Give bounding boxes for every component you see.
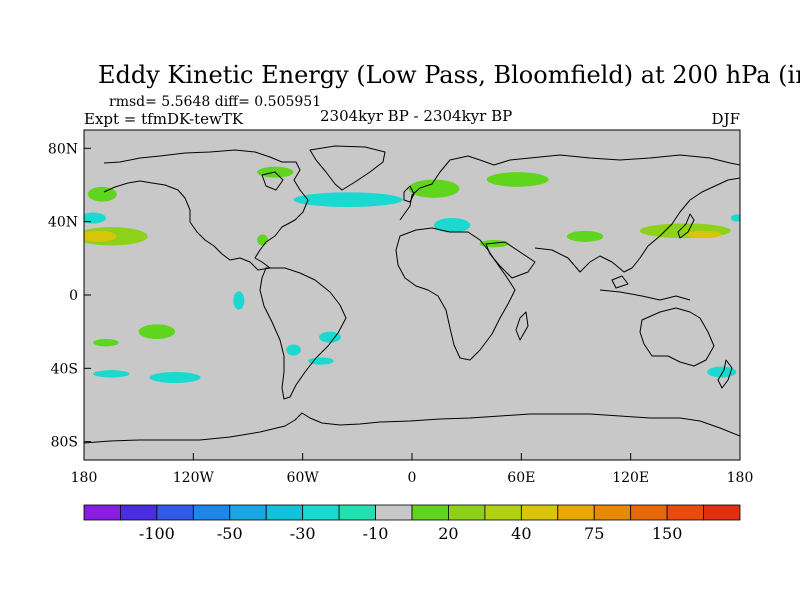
hudson-bay-coast: [261, 171, 284, 191]
colorbar-box: [557, 504, 595, 521]
colorbar-box: [156, 504, 194, 521]
x-tick-label: 180: [727, 470, 754, 486]
indonesia-coast: [599, 275, 691, 301]
x-axis: 180 120W 60W 0 60E 120E 180: [71, 453, 754, 486]
colorbar-label: 150: [652, 524, 683, 543]
colorbar-label: -30: [290, 524, 316, 543]
colorbar-box: [229, 504, 267, 521]
anomaly-region-n-atlantic-neg: [293, 192, 403, 208]
coastlines: [84, 145, 740, 444]
colorbar-label: 20: [438, 524, 458, 543]
colorbar-label: -10: [363, 524, 389, 543]
anomaly-region-s-america-neg: [286, 344, 301, 356]
anomaly-regions: [84, 166, 740, 383]
y-axis: 80N 40N 0 40S 80S: [48, 141, 91, 451]
colorbar-box: [448, 504, 486, 521]
uk-coast: [403, 185, 415, 203]
x-tick-label: 0: [408, 470, 417, 486]
colorbar-box: [484, 504, 522, 521]
colorbar-label: -100: [139, 524, 175, 543]
colorbar: [83, 504, 741, 521]
anomaly-region-s-pacific-neg-1: [93, 370, 130, 378]
asia-coast: [534, 177, 740, 273]
africa-coast: [395, 227, 516, 361]
anomaly-region-arabia: [479, 240, 509, 248]
colorbar-labels: -100 -50 -30 -10 20 40 75 150: [139, 524, 682, 543]
anomaly-region-tibet: [566, 230, 604, 242]
map-background: [84, 130, 740, 460]
madagascar-coast: [515, 311, 529, 341]
antarctica-coast: [84, 412, 740, 444]
new-zealand-coast: [717, 359, 733, 389]
anomaly-region-brazil-coast: [319, 331, 341, 343]
anomaly-region-gulf-of-mexico: [257, 234, 269, 246]
colorbar-box: [666, 504, 704, 521]
chart-title: Eddy Kinetic Energy (Low Pass, Bloomfiel…: [98, 59, 800, 89]
anomaly-region-eq-pacific-neg: [233, 291, 245, 310]
colorbar-box: [338, 504, 376, 521]
colorbar-box: [265, 504, 304, 521]
colorbar-label: -50: [217, 524, 243, 543]
greenland-coast: [309, 145, 386, 191]
colorbar-box: [120, 504, 158, 521]
anomaly-region-tasman-neg: [707, 366, 737, 378]
colorbar-box: [83, 504, 121, 521]
anomaly-region-mediterranean-neg: [433, 218, 471, 233]
period-label: 2304kyr BP - 2304kyr BP: [320, 107, 512, 125]
y-tick-label: 0: [69, 288, 78, 304]
colorbar-box: [302, 504, 340, 521]
arabia-coast: [485, 241, 536, 279]
colorbar-box: [630, 504, 668, 521]
north-america-coast: [103, 149, 309, 271]
y-tick-label: 80N: [48, 141, 78, 157]
anomaly-region-north-sea: [408, 179, 460, 198]
season-label: DJF: [712, 110, 740, 128]
colorbar-label: 75: [584, 524, 604, 543]
stats-label: rmsd= 5.5648 diff= 0.505951: [109, 94, 321, 110]
australia-coast: [639, 307, 715, 367]
colorbar-box: [411, 504, 449, 521]
anomaly-region-s-pacific-pos: [138, 324, 176, 339]
anomaly-region-japan-jet-core: [685, 230, 722, 239]
anomaly-region-n-pacific-jet-core: [84, 230, 117, 242]
europe-coast: [399, 154, 740, 221]
x-tick-label: 60W: [287, 470, 320, 486]
x-tick-label: 120W: [173, 470, 215, 486]
colorbar-box: [375, 504, 413, 521]
x-tick-label: 180: [71, 470, 98, 486]
y-tick-label: 80S: [51, 435, 78, 451]
anomaly-region-n-pacific-neg-west: [84, 212, 106, 224]
y-tick-label: 40S: [51, 361, 78, 377]
anomaly-region-n-pacific-east-neg: [730, 214, 740, 222]
anomaly-region-west-siberia: [486, 172, 549, 187]
x-tick-label: 60E: [507, 470, 535, 486]
colorbar-box: [192, 504, 231, 521]
colorbar-box: [593, 504, 632, 521]
colorbar-box: [703, 504, 741, 521]
south-america-coast: [259, 267, 347, 400]
colorbar-label: 40: [511, 524, 531, 543]
y-tick-label: 40N: [48, 215, 78, 231]
colorbar-box: [520, 504, 559, 521]
japan-coast: [677, 213, 695, 239]
x-tick-label: 120E: [612, 470, 649, 486]
anomaly-region-s-pacific-neg-2: [149, 372, 201, 383]
anomaly-region-s-pacific-pos-west: [93, 339, 119, 347]
experiment-label: Expt = tfmDK-tewTK: [84, 110, 244, 128]
anomaly-region-n-pacific-east-west: [87, 186, 117, 202]
